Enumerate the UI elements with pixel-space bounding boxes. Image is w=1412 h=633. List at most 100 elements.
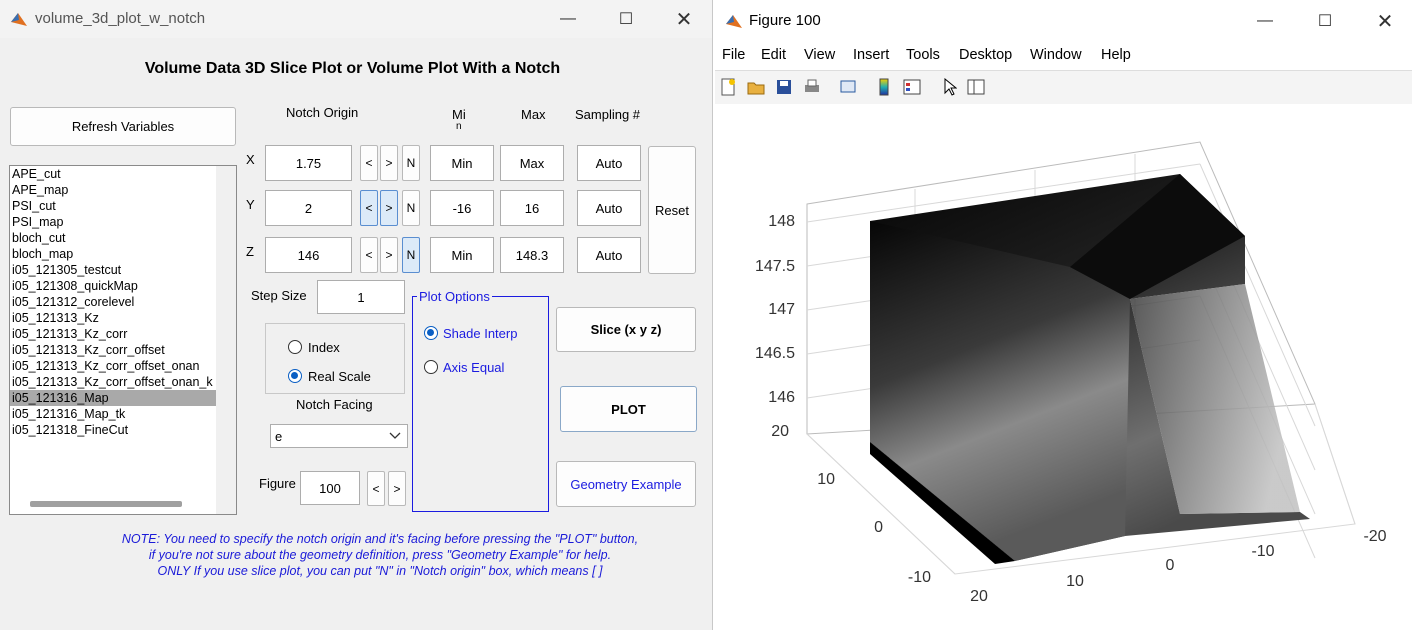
real-scale-radio-label: Real Scale bbox=[308, 369, 371, 384]
axis-equal-checkbox[interactable] bbox=[424, 360, 438, 374]
variable-list-item[interactable]: i05_121313_Kz bbox=[12, 311, 99, 325]
variable-list-item[interactable]: APE_map bbox=[12, 183, 69, 197]
z-tick-label: 146 bbox=[768, 389, 795, 406]
real-scale-radio[interactable] bbox=[288, 369, 302, 383]
variable-list-item[interactable]: PSI_map bbox=[12, 215, 64, 229]
y-origin-field[interactable]: 2 bbox=[265, 190, 352, 226]
index-radio[interactable] bbox=[288, 340, 302, 354]
y-sampling-field[interactable]: Auto bbox=[577, 190, 641, 226]
slice-button[interactable]: Slice (x y z) bbox=[556, 307, 696, 352]
gui-window-title: volume_3d_plot_w_notch bbox=[35, 10, 206, 27]
variable-list-item[interactable]: i05_121313_Kz_corr_offset_onan bbox=[12, 359, 200, 373]
variable-list-item[interactable]: i05_121308_quickMap bbox=[12, 279, 138, 293]
close-icon[interactable]: ✕ bbox=[675, 8, 693, 31]
variable-list-item[interactable]: bloch_cut bbox=[12, 231, 66, 245]
variable-list-item[interactable]: i05_121318_FineCut bbox=[12, 423, 129, 437]
z-sampling-field[interactable]: Auto bbox=[577, 237, 641, 273]
figure-decrement-button[interactable]: < bbox=[367, 471, 385, 506]
x-max-field[interactable]: Max bbox=[500, 145, 564, 181]
maximize-icon[interactable]: ☐ bbox=[1317, 13, 1333, 30]
link-plot-icon[interactable] bbox=[837, 76, 859, 98]
geometry-example-button[interactable]: Geometry Example bbox=[556, 461, 696, 507]
note-line-3: ONLY If you use slice plot, you can put … bbox=[157, 564, 603, 578]
matlab-logo-icon bbox=[11, 13, 27, 26]
close-icon[interactable]: ✕ bbox=[1376, 10, 1394, 33]
y-tick-label: 20 bbox=[771, 423, 789, 440]
menu-item-desktop[interactable]: Desktop bbox=[959, 47, 1013, 63]
menu-item-tools[interactable]: Tools bbox=[906, 47, 940, 63]
maximize-icon[interactable]: ☐ bbox=[618, 11, 634, 28]
variable-list-item[interactable]: PSI_cut bbox=[12, 199, 56, 213]
x-sampling-field[interactable]: Auto bbox=[577, 145, 641, 181]
variable-list-item[interactable]: i05_121316_Map bbox=[10, 390, 236, 406]
menu-bar: File Edit View Insert Tools Desktop Window Help bbox=[715, 38, 1412, 70]
step-size-field[interactable]: 1 bbox=[317, 280, 405, 314]
x-none-button[interactable]: N bbox=[402, 145, 420, 181]
variable-list-item[interactable]: APE_cut bbox=[12, 167, 61, 181]
save-icon[interactable] bbox=[773, 76, 795, 98]
z-none-button[interactable]: N bbox=[402, 237, 420, 273]
horizontal-scrollbar[interactable] bbox=[10, 494, 215, 514]
shade-interp-checkbox[interactable] bbox=[424, 326, 438, 340]
scrollbar-thumb[interactable] bbox=[30, 501, 182, 507]
z-origin-field[interactable]: 146 bbox=[265, 237, 352, 273]
new-figure-icon[interactable] bbox=[717, 76, 739, 98]
z-tick-label: 146.5 bbox=[755, 345, 795, 362]
reset-button[interactable]: Reset bbox=[648, 146, 696, 274]
variable-list-item[interactable]: i05_121313_Kz_corr bbox=[12, 327, 128, 341]
z-increment-button[interactable]: > bbox=[380, 237, 398, 273]
z-max-field[interactable]: 148.3 bbox=[500, 237, 564, 273]
figure-increment-button[interactable]: > bbox=[388, 471, 406, 506]
vertical-scrollbar[interactable] bbox=[216, 166, 236, 514]
x-increment-button[interactable]: > bbox=[380, 145, 398, 181]
minimize-icon[interactable]: — bbox=[1257, 12, 1273, 29]
max-header: Max bbox=[521, 107, 546, 122]
x-decrement-button[interactable]: < bbox=[360, 145, 378, 181]
y-max-field[interactable]: 16 bbox=[500, 190, 564, 226]
figure-toolbar bbox=[715, 70, 1412, 104]
notch-gui-window: volume_3d_plot_w_notch — ☐ ✕ Volume Data… bbox=[0, 0, 713, 630]
print-icon[interactable] bbox=[801, 76, 823, 98]
z-min-field[interactable]: Min bbox=[430, 237, 494, 273]
variable-list-item[interactable]: i05_121313_Kz_corr_offset_onan_k bbox=[12, 375, 213, 389]
property-inspector-icon[interactable] bbox=[965, 76, 987, 98]
y-min-field[interactable]: -16 bbox=[430, 190, 494, 226]
axes-3d[interactable]: 148 147.5 147 146.5 146 20 10 0 -10 20 1… bbox=[715, 104, 1412, 630]
variable-list-item[interactable]: i05_121316_Map_tk bbox=[12, 407, 126, 421]
notch-facing-label: Notch Facing bbox=[296, 397, 373, 412]
y-decrement-button[interactable]: < bbox=[360, 190, 378, 226]
y-tick-label: 0 bbox=[874, 519, 883, 536]
volume-slices bbox=[870, 174, 1310, 564]
y-tick-label: 10 bbox=[817, 471, 835, 488]
x-origin-field[interactable]: 1.75 bbox=[265, 145, 352, 181]
notch-facing-value: e bbox=[275, 428, 283, 444]
refresh-variables-button[interactable]: Refresh Variables bbox=[10, 107, 236, 146]
open-icon[interactable] bbox=[745, 76, 767, 98]
figure-number-field[interactable]: 100 bbox=[300, 471, 360, 505]
menu-item-insert[interactable]: Insert bbox=[853, 47, 890, 63]
figure-canvas[interactable]: 148 147.5 147 146.5 146 20 10 0 -10 20 1… bbox=[715, 104, 1412, 630]
menu-item-help[interactable]: Help bbox=[1101, 47, 1131, 63]
plot-button[interactable]: PLOT bbox=[560, 386, 697, 432]
variable-list-item[interactable]: i05_121305_testcut bbox=[12, 263, 122, 277]
menu-item-view[interactable]: View bbox=[804, 47, 836, 63]
x-min-field[interactable]: Min bbox=[430, 145, 494, 181]
x-tick-label: 10 bbox=[1066, 573, 1084, 590]
legend-icon[interactable] bbox=[901, 76, 923, 98]
menu-item-edit[interactable]: Edit bbox=[761, 47, 786, 63]
min-header: Mi bbox=[452, 107, 466, 122]
variable-list-item[interactable]: bloch_map bbox=[12, 247, 74, 261]
z-decrement-button[interactable]: < bbox=[360, 237, 378, 273]
colorbar-icon[interactable] bbox=[873, 76, 895, 98]
minimize-icon[interactable]: — bbox=[560, 10, 576, 27]
variable-list-item[interactable]: i05_121312_corelevel bbox=[12, 295, 135, 309]
menu-item-window[interactable]: Window bbox=[1030, 47, 1082, 63]
y-none-button[interactable]: N bbox=[402, 190, 420, 226]
menu-item-file[interactable]: File bbox=[722, 47, 746, 63]
pointer-icon[interactable] bbox=[939, 76, 961, 98]
z-tick-label: 148 bbox=[768, 213, 795, 230]
variable-list-item[interactable]: i05_121313_Kz_corr_offset bbox=[12, 343, 165, 357]
y-increment-button[interactable]: > bbox=[380, 190, 398, 226]
notch-facing-select[interactable]: e bbox=[270, 424, 408, 448]
